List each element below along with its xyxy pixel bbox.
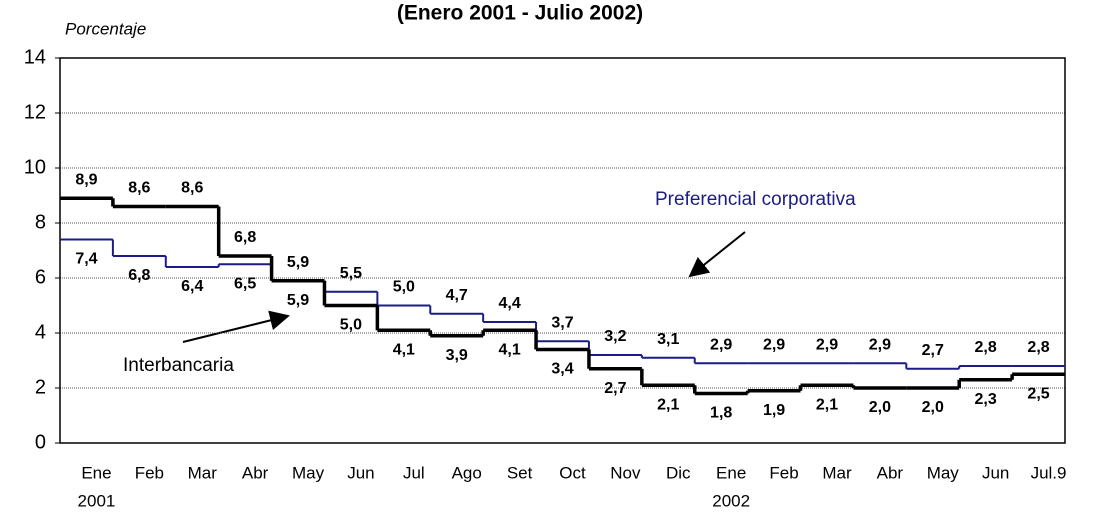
data-label: 5,9 bbox=[287, 254, 309, 271]
x-tick-label: Abr bbox=[242, 463, 269, 482]
series-annotation: Interbancaria bbox=[123, 355, 234, 376]
x-tick-label: Feb bbox=[769, 463, 798, 482]
chart-title: (Enero 2001 - Julio 2002) bbox=[397, 2, 643, 25]
data-label: 2,7 bbox=[604, 380, 626, 397]
x-tick-label: Nov bbox=[610, 463, 641, 482]
data-label: 5,5 bbox=[340, 265, 362, 282]
data-label: 3,7 bbox=[551, 314, 573, 331]
y-tick-label: 8 bbox=[35, 211, 46, 233]
x-group-label: 2001 bbox=[78, 491, 116, 510]
y-tick-label: 10 bbox=[24, 156, 46, 178]
data-label: 1,8 bbox=[710, 405, 732, 422]
data-label: 2,3 bbox=[975, 391, 997, 408]
data-label: 6,8 bbox=[128, 267, 150, 284]
x-tick-label: Ene bbox=[81, 463, 111, 482]
data-label: 5,9 bbox=[287, 292, 309, 309]
data-label: 5,0 bbox=[340, 317, 362, 334]
x-tick-label: Ene bbox=[716, 463, 746, 482]
y-tick-label: 12 bbox=[24, 101, 46, 123]
data-label: 5,0 bbox=[393, 279, 415, 296]
data-label: 2,9 bbox=[763, 336, 785, 353]
x-tick-label: Jun bbox=[982, 463, 1009, 482]
series-annotation: Preferencial corporativa bbox=[655, 189, 856, 210]
data-label: 2,8 bbox=[1027, 339, 1049, 356]
data-label: 8,9 bbox=[75, 171, 97, 188]
data-label: 2,7 bbox=[922, 342, 944, 359]
data-label: 1,9 bbox=[763, 402, 785, 419]
annotation-arrow bbox=[182, 310, 290, 343]
data-label: 2,9 bbox=[869, 336, 891, 353]
data-label: 4,4 bbox=[498, 295, 520, 312]
x-tick-label: Ago bbox=[452, 463, 482, 482]
data-label: 2,9 bbox=[710, 336, 732, 353]
x-tick-label: Set bbox=[507, 463, 533, 482]
x-tick-label: Abr bbox=[877, 463, 904, 482]
data-label: 3,2 bbox=[604, 328, 626, 345]
y-tick-label: 2 bbox=[35, 376, 46, 398]
y-tick-label: 6 bbox=[35, 266, 46, 288]
data-label: 6,4 bbox=[181, 278, 203, 295]
x-group-label: 2002 bbox=[712, 491, 750, 510]
y-tick-label: 14 bbox=[24, 46, 46, 68]
x-tick-label: Jun bbox=[347, 463, 374, 482]
y-axis-label: Porcentaje bbox=[65, 19, 146, 38]
x-tick-label: Feb bbox=[135, 463, 164, 482]
data-label: 4,1 bbox=[393, 341, 415, 358]
x-tick-label: Dic bbox=[666, 463, 691, 482]
x-tick-label: Mar bbox=[822, 463, 852, 482]
data-label: 8,6 bbox=[128, 180, 150, 197]
annotation-arrow bbox=[688, 231, 746, 278]
data-label: 7,4 bbox=[75, 251, 97, 268]
x-tick-label: Mar bbox=[188, 463, 218, 482]
x-tick-label: May bbox=[292, 463, 325, 482]
plot-frame bbox=[59, 57, 1066, 444]
data-label: 4,7 bbox=[446, 287, 468, 304]
x-tick-label: Jul bbox=[403, 463, 425, 482]
x-tick-label: Jul.9 bbox=[1031, 463, 1067, 482]
data-label: 2,0 bbox=[869, 399, 891, 416]
data-label: 6,8 bbox=[234, 229, 256, 246]
y-tick-label: 0 bbox=[35, 431, 46, 453]
data-label: 2,9 bbox=[816, 336, 838, 353]
data-label: 2,8 bbox=[975, 339, 997, 356]
x-tick-label: Oct bbox=[559, 463, 586, 482]
x-tick-label: May bbox=[927, 463, 960, 482]
data-label: 3,4 bbox=[551, 361, 573, 378]
data-label: 3,1 bbox=[657, 331, 679, 348]
data-label: 8,6 bbox=[181, 180, 203, 197]
data-label: 2,0 bbox=[922, 399, 944, 416]
data-label: 4,1 bbox=[498, 341, 520, 358]
y-tick-label: 4 bbox=[35, 321, 46, 343]
data-label: 3,9 bbox=[446, 347, 468, 364]
data-label: 2,1 bbox=[816, 396, 838, 413]
data-label: 2,1 bbox=[657, 396, 679, 413]
data-label: 2,5 bbox=[1027, 385, 1049, 402]
data-label: 6,5 bbox=[234, 275, 256, 292]
